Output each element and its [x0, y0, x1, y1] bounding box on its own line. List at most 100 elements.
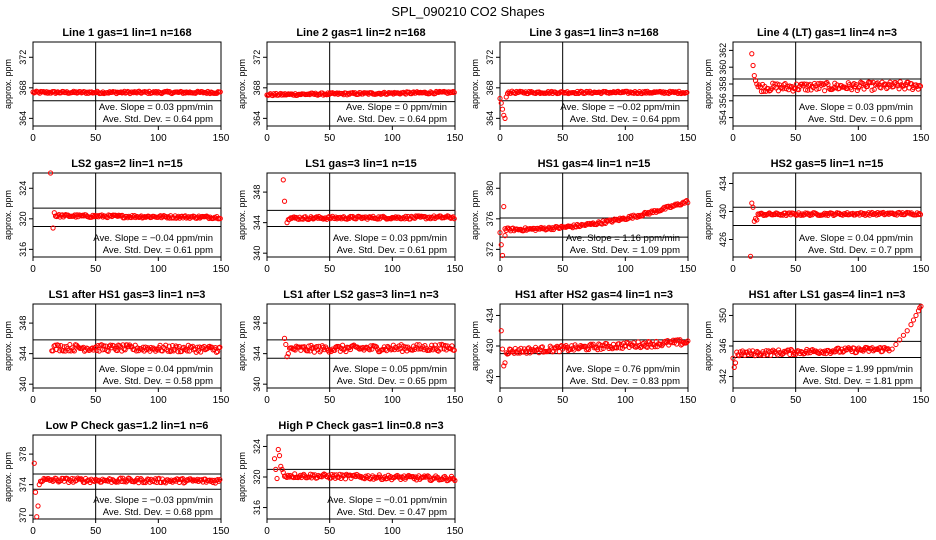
slope-annotation: Ave. Slope = −0.03 ppm/min [93, 495, 213, 506]
data-point [45, 90, 51, 96]
data-point [866, 210, 872, 216]
x-tick-label: 0 [730, 395, 736, 406]
data-point [829, 349, 835, 355]
data-point [910, 317, 917, 323]
data-point [525, 346, 531, 352]
data-point [217, 477, 223, 483]
data-point [372, 474, 378, 480]
data-point [134, 345, 141, 351]
data-point [388, 347, 394, 353]
slope-annotation: Ave. Slope = 0.04 ppm/min [99, 364, 213, 375]
data-point [913, 312, 919, 319]
x-tick-label: 50 [557, 264, 569, 275]
chart-panel: Low P Check gas=1.2 lin=1 n=6 0 50 100 150 37… [3, 420, 230, 537]
data-point [900, 332, 907, 338]
slope-annotation: Ave. Slope = 1.16 ppm/min [566, 233, 680, 244]
data-point [451, 347, 457, 353]
data-point [116, 343, 123, 349]
x-tick-label: 0 [30, 526, 36, 537]
data-point [173, 343, 179, 349]
x-tick-label: 150 [913, 264, 930, 275]
y-tick-label: 368 [18, 80, 28, 95]
data-point [741, 350, 747, 356]
data-point [904, 328, 910, 334]
data-point [677, 337, 683, 343]
data-point [652, 344, 658, 350]
data-point [377, 90, 383, 96]
data-point [730, 355, 736, 361]
y-tick-label: 426 [485, 369, 495, 384]
y-tick-label: 348 [252, 185, 262, 200]
data-point [889, 346, 895, 352]
data-point [916, 210, 922, 217]
x-tick-label: 150 [213, 133, 230, 144]
data-point [175, 349, 181, 355]
std-annotation: Ave. Std. Dev. = 1.09 ppm [570, 245, 680, 256]
data-point [503, 94, 509, 100]
y-tick-label: 426 [718, 232, 728, 247]
x-tick-label: 50 [790, 395, 802, 406]
data-point [217, 215, 223, 222]
data-point [138, 476, 144, 482]
y-tick-label: 430 [485, 338, 495, 353]
y-axis-label: approx. ppm [3, 190, 13, 240]
std-annotation: Ave. Std. Dev. = 1.81 ppm [803, 376, 913, 387]
data-point [600, 345, 606, 352]
data-point [498, 242, 504, 248]
chart-title: LS1 gas=3 lin=1 n=15 [305, 158, 417, 170]
y-tick-label: 364 [252, 111, 262, 126]
data-point [182, 90, 188, 96]
y-tick-label: 324 [18, 181, 28, 196]
y-tick-label: 344 [252, 215, 262, 230]
chart-title: Line 1 gas=1 lin=1 n=168 [62, 27, 191, 39]
data-point [685, 200, 691, 206]
y-tick-label: 350 [718, 308, 728, 323]
data-point [113, 479, 119, 485]
y-tick-label: 344 [18, 346, 28, 361]
data-point [118, 89, 124, 95]
data-point [502, 360, 508, 366]
data-point [55, 343, 62, 349]
data-point [897, 337, 903, 343]
x-tick-label: 50 [790, 264, 802, 275]
data-point [544, 90, 550, 96]
data-point [497, 229, 503, 236]
x-tick-label: 100 [384, 264, 401, 275]
chart-title: High P Check gas=1 lin=0.8 n=3 [278, 420, 443, 432]
data-point [395, 346, 401, 352]
x-tick-label: 50 [324, 133, 336, 144]
data-point [310, 344, 316, 350]
data-point [897, 79, 903, 85]
data-point [175, 477, 181, 483]
y-tick-label: 342 [718, 369, 728, 384]
y-tick-label: 316 [252, 500, 262, 515]
x-tick-label: 0 [264, 395, 270, 406]
data-point [871, 86, 877, 92]
data-point [306, 343, 312, 349]
plot-frame [266, 303, 456, 389]
data-point [50, 225, 56, 231]
data-point [107, 342, 114, 348]
data-point [526, 89, 532, 95]
data-point [595, 347, 601, 353]
x-tick-label: 100 [617, 264, 634, 275]
x-tick-label: 50 [324, 264, 336, 275]
data-point [51, 210, 57, 216]
data-point [884, 85, 890, 92]
x-tick-label: 100 [150, 133, 167, 144]
x-tick-label: 150 [213, 526, 230, 537]
data-point [501, 112, 507, 118]
data-point [145, 345, 151, 351]
x-tick-label: 150 [913, 395, 930, 406]
data-point [271, 456, 278, 462]
data-point [844, 85, 850, 92]
data-point [751, 218, 757, 224]
data-point [549, 349, 556, 355]
data-point [676, 338, 682, 344]
y-axis-label: approx. ppm [470, 59, 480, 109]
data-point [122, 347, 128, 353]
x-tick-label: 0 [730, 264, 736, 275]
data-point [569, 343, 575, 349]
x-tick-label: 100 [617, 133, 634, 144]
x-tick-label: 50 [790, 133, 802, 144]
